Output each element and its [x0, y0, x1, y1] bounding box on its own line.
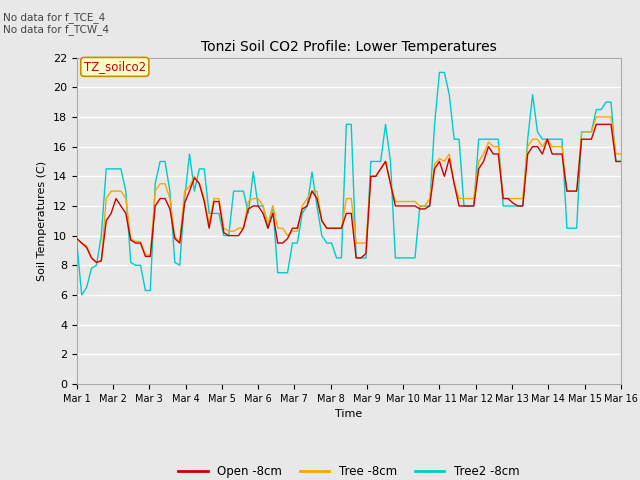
Legend: Open -8cm, Tree -8cm, Tree2 -8cm: Open -8cm, Tree -8cm, Tree2 -8cm	[173, 460, 524, 480]
Text: No data for f_TCE_4: No data for f_TCE_4	[3, 12, 106, 23]
X-axis label: Time: Time	[335, 409, 362, 419]
Title: Tonzi Soil CO2 Profile: Lower Temperatures: Tonzi Soil CO2 Profile: Lower Temperatur…	[201, 40, 497, 54]
Y-axis label: Soil Temperatures (C): Soil Temperatures (C)	[37, 161, 47, 281]
Text: TZ_soilco2: TZ_soilco2	[84, 60, 146, 73]
Text: No data for f_TCW_4: No data for f_TCW_4	[3, 24, 109, 35]
